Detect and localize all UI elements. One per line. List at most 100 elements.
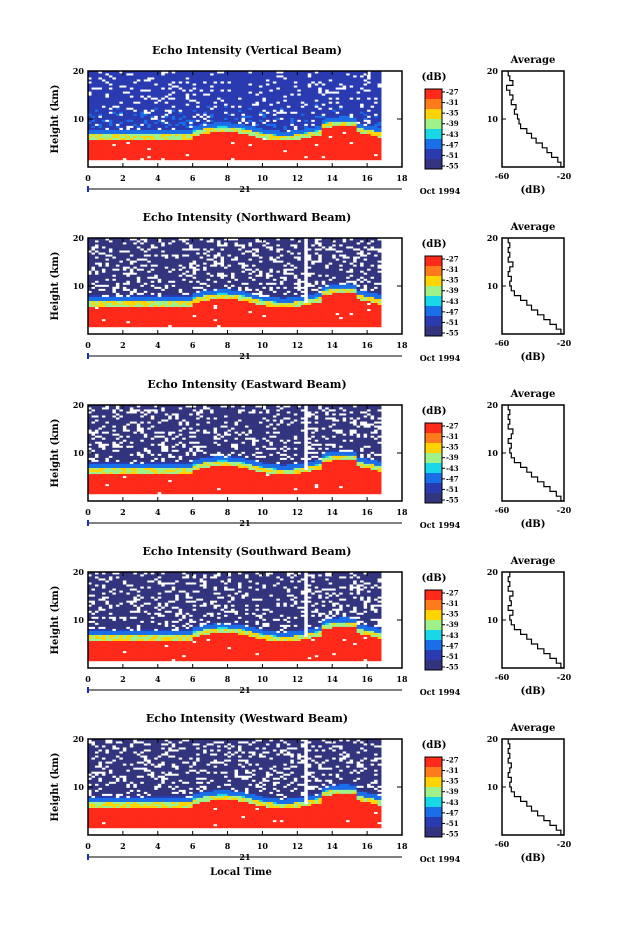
heatmap-cell [112,89,117,92]
heatmap-cell [91,81,96,84]
heatmap-cell [192,71,197,74]
heatmap-cell [126,125,131,128]
heatmap-cell [286,93,291,96]
heatmap-cell [318,79,323,82]
heatmap-cell [133,71,138,74]
heatmap-cell [91,131,96,134]
heatmap-cell [349,79,354,82]
heatmap-cell [122,71,127,74]
heatmap-cell [258,121,263,124]
heatmap-cell [339,75,344,78]
heatmap-cell [161,83,166,86]
heatmap-cell [349,121,354,124]
heatmap-cell [367,113,371,116]
heatmap-cell [196,157,201,161]
heatmap-cell [94,117,99,120]
heatmap-cell [143,93,148,96]
heatmap-cell [269,135,274,138]
heatmap-cell [265,73,270,76]
heatmap-cell [286,83,291,86]
heatmap-cell [255,147,260,151]
heatmap-cell [115,105,120,108]
heatmap-cell [325,137,330,141]
heatmap-cell [314,101,319,104]
heatmap-cell [251,89,256,92]
heatmap-cell [161,77,166,80]
heatmap-cell [227,97,232,100]
heatmap-cell [234,149,239,153]
heatmap-cell [220,149,225,153]
heatmap-cell [206,107,211,110]
heatmap-cell [150,87,155,90]
heatmap-cell [290,133,295,136]
heatmap-cell [255,121,260,124]
heatmap-cell [245,151,249,155]
heatmap-cell [129,119,134,122]
heatmap-cell [258,157,263,161]
heatmap-cell [192,153,197,157]
heatmap-cell [91,151,96,155]
heatmap-cell [307,75,312,78]
heatmap-cell [203,151,208,155]
heatmap-cell [105,77,110,80]
heatmap-cell [161,141,166,145]
heatmap-cell [206,147,211,151]
heatmap-cell [360,117,365,120]
heatmap-cell [367,75,371,78]
heatmap-cell [258,115,263,118]
heatmap-cell [157,153,162,157]
heatmap-cell [304,109,309,112]
heatmap-cell [349,83,354,86]
heatmap-cell [269,93,274,96]
heatmap-cell [227,93,232,96]
heatmap-cell [272,141,277,145]
heatmap-cell [203,71,208,74]
heatmap-cell [108,75,113,78]
heatmap-cell [297,87,302,90]
heatmap-cell [269,85,274,88]
heatmap-cell [217,155,221,159]
heatmap-cell [293,75,298,78]
heatmap-cell [185,107,190,110]
heatmap-cell [349,77,354,80]
heatmap-cell [94,149,99,153]
heatmap-cell [122,133,127,136]
heatmap-cell [304,91,309,94]
heatmap-cell [112,149,117,153]
heatmap-cell [119,121,124,124]
heatmap-cell [101,153,106,157]
heatmap-cell [328,137,333,141]
heatmap-cell [265,115,270,118]
heatmap-cell [91,147,96,151]
heatmap-cell [224,71,228,74]
heatmap-cell [272,125,277,128]
heatmap-cell [227,125,232,128]
heatmap-cell [101,151,106,155]
heatmap-cell [199,133,204,136]
heatmap-cell [94,97,99,100]
heatmap-cell [360,77,365,80]
heatmap-cell [189,115,194,118]
heatmap-cell [217,129,221,132]
heatmap-cell [265,89,270,92]
heatmap-cell [318,83,323,86]
heatmap-cell [328,97,333,100]
heatmap-cell [297,127,302,130]
heatmap-cell [353,139,358,143]
heatmap-cell [108,155,113,159]
heatmap-cell [297,145,302,149]
heatmap-cell [290,111,295,114]
heatmap-cell [171,123,176,126]
heatmap-cell [231,71,235,74]
heatmap-cell [245,123,249,126]
heatmap-cell [182,149,187,153]
heatmap-cell [105,113,110,116]
heatmap-cell [332,101,337,104]
heatmap-cell [189,153,194,157]
heatmap-cell [157,113,162,116]
heatmap-cell [112,71,117,74]
heatmap-cell [311,95,316,98]
heatmap-cell [241,139,246,143]
heatmap-cell [363,123,368,126]
